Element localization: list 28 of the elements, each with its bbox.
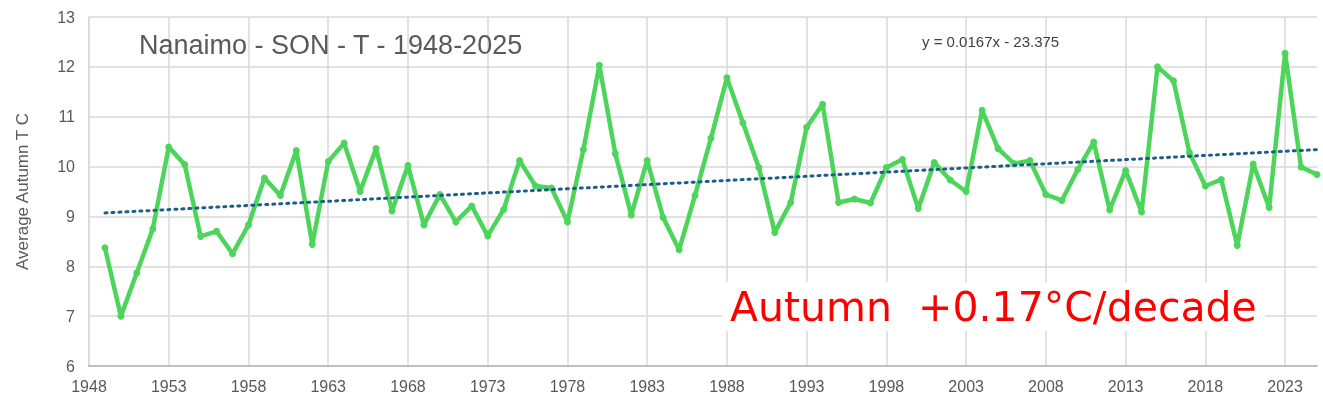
x-tick-label: 2023 [1267, 377, 1303, 395]
y-tick-label: 9 [66, 207, 76, 225]
x-tick-label: 1983 [629, 377, 666, 395]
y-tick-label: 13 [57, 8, 76, 26]
x-tick-label: 2008 [1028, 377, 1064, 395]
x-tick-label: 1963 [310, 377, 347, 395]
x-tick-label: 1998 [868, 377, 905, 395]
y-tick-label: 6 [66, 357, 76, 375]
x-tick-label: 1958 [230, 377, 267, 395]
x-tick-label: 1993 [788, 377, 825, 395]
x-tick-label: 1948 [71, 377, 107, 395]
y-tick-label: 12 [57, 58, 76, 76]
x-tick-label: 1968 [390, 377, 426, 395]
text: Nanaimo - SON - T - 1948-2025 [139, 29, 523, 60]
x-tick-label: 2018 [1187, 377, 1224, 395]
y-tick-label: 10 [57, 158, 76, 176]
y-tick-label: 11 [58, 108, 76, 126]
y-axis-title: Average Autumn T C [13, 113, 32, 270]
x-tick-label: 2013 [1107, 377, 1144, 395]
x-tick-label: 1973 [469, 377, 506, 395]
annotation: Autumn +0.17°C/decade [730, 282, 1257, 331]
annotation: y = 0.0167x - 23.375 [922, 33, 1060, 50]
x-tick-label: 1953 [150, 377, 187, 395]
x-tick-label: 1988 [709, 377, 745, 395]
y-tick-label: 7 [66, 307, 76, 325]
y-tick-label: 8 [66, 257, 76, 275]
x-tick-label: 2003 [948, 377, 985, 395]
x-tick-label: 1978 [549, 377, 586, 395]
